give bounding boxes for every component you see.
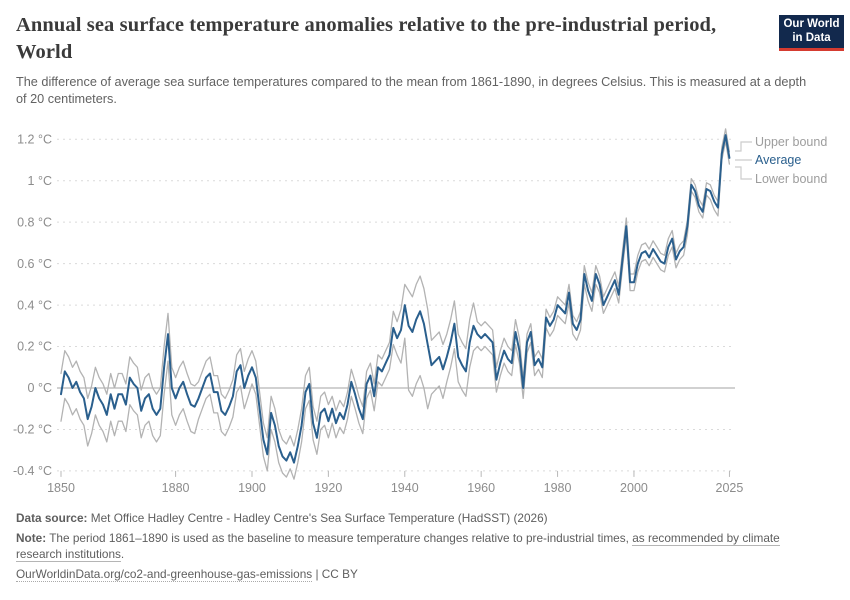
legend-item-average[interactable]: Average bbox=[755, 153, 802, 167]
note-line: Note: The period 1861–1890 is used as th… bbox=[16, 530, 806, 562]
owid-logo[interactable]: Our World in Data bbox=[779, 15, 844, 51]
data-source-label: Data source: bbox=[16, 511, 88, 525]
y-tick-label: -0.4 °C bbox=[13, 464, 52, 478]
note-label: Note: bbox=[16, 531, 47, 545]
x-axis: 1850 1880 1900 1920 1940 1960 1980 2000 2025 bbox=[47, 470, 744, 495]
owid-logo-line2: in Data bbox=[792, 31, 831, 44]
y-axis: 1.2 °C 1 °C 0.8 °C 0.6 °C 0.4 °C 0.2 °C 0 °C -0… bbox=[13, 132, 52, 478]
lower-bound-line[interactable] bbox=[60, 140, 731, 480]
url-line: OurWorldinData.org/co2-and-greenhouse-ga… bbox=[16, 566, 828, 582]
y-tick-label: 0.8 °C bbox=[17, 215, 52, 229]
x-tick-label: 1980 bbox=[544, 481, 572, 495]
data-source-line: Data source: Met Office Hadley Centre - … bbox=[16, 510, 828, 526]
x-tick-label: 1900 bbox=[238, 481, 266, 495]
y-tick-label: 0.2 °C bbox=[17, 340, 52, 354]
x-tick-label: 1960 bbox=[467, 481, 495, 495]
legend-connectors bbox=[735, 141, 752, 180]
x-tick-label: 1850 bbox=[47, 481, 75, 495]
x-tick-label: 1940 bbox=[391, 481, 419, 495]
y-tick-label: 1.2 °C bbox=[17, 132, 52, 146]
legend-item-upper-bound[interactable]: Upper bound bbox=[755, 135, 828, 149]
page-title: Annual sea surface temperature anomalies… bbox=[16, 14, 717, 63]
average-line[interactable] bbox=[60, 134, 731, 464]
y-tick-label: -0.2 °C bbox=[13, 423, 52, 437]
data-source-text: Met Office Hadley Centre - Hadley Centre… bbox=[87, 511, 548, 525]
x-tick-label: 2025 bbox=[716, 481, 744, 495]
note-link[interactable]: as recommended by climate research insti… bbox=[16, 531, 780, 562]
series-lines[interactable] bbox=[60, 128, 731, 480]
owid-url-link[interactable]: OurWorldinData.org/co2-and-greenhouse-ga… bbox=[16, 567, 313, 582]
y-tick-label: 0.4 °C bbox=[17, 298, 52, 312]
y-tick-label: 0 °C bbox=[28, 381, 52, 395]
owid-logo-line1: Our World bbox=[783, 18, 840, 30]
y-tick-label: 0.6 °C bbox=[17, 257, 52, 271]
note-end: . bbox=[120, 547, 125, 561]
gridlines bbox=[57, 138, 735, 472]
note-text: The period 1861–1890 is used as the base… bbox=[46, 531, 633, 545]
y-tick-label: 1 °C bbox=[28, 174, 52, 188]
legend-item-lower-bound[interactable]: Lower bound bbox=[755, 172, 828, 186]
chart-subtitle: The difference of average sea surface te… bbox=[16, 75, 807, 106]
license-text: | CC BY bbox=[312, 567, 358, 581]
upper-bound-line[interactable] bbox=[60, 128, 731, 447]
x-tick-label: 2000 bbox=[620, 481, 648, 495]
x-tick-label: 1920 bbox=[314, 481, 342, 495]
x-tick-label: 1880 bbox=[162, 481, 190, 495]
